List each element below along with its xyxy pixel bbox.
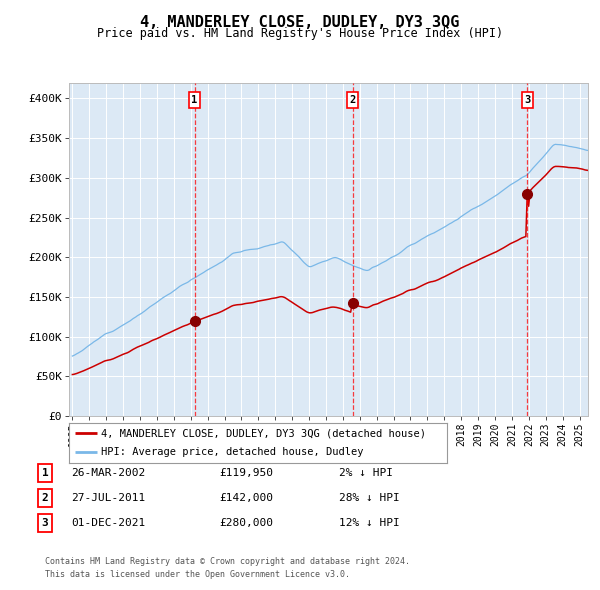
Text: Contains HM Land Registry data © Crown copyright and database right 2024.: Contains HM Land Registry data © Crown c… <box>45 558 410 566</box>
Text: 3: 3 <box>41 518 49 527</box>
Text: 28% ↓ HPI: 28% ↓ HPI <box>339 493 400 503</box>
Text: 3: 3 <box>524 95 530 105</box>
Text: 26-MAR-2002: 26-MAR-2002 <box>71 468 145 478</box>
Text: 2: 2 <box>41 493 49 503</box>
Text: 1: 1 <box>41 468 49 478</box>
Text: 2% ↓ HPI: 2% ↓ HPI <box>339 468 393 478</box>
Text: 1: 1 <box>191 95 198 105</box>
Text: 4, MANDERLEY CLOSE, DUDLEY, DY3 3QG (detached house): 4, MANDERLEY CLOSE, DUDLEY, DY3 3QG (det… <box>101 428 426 438</box>
Text: 27-JUL-2011: 27-JUL-2011 <box>71 493 145 503</box>
Text: £142,000: £142,000 <box>219 493 273 503</box>
Text: 01-DEC-2021: 01-DEC-2021 <box>71 518 145 527</box>
Text: HPI: Average price, detached house, Dudley: HPI: Average price, detached house, Dudl… <box>101 447 364 457</box>
Text: £119,950: £119,950 <box>219 468 273 478</box>
Text: Price paid vs. HM Land Registry's House Price Index (HPI): Price paid vs. HM Land Registry's House … <box>97 27 503 40</box>
Text: 4, MANDERLEY CLOSE, DUDLEY, DY3 3QG: 4, MANDERLEY CLOSE, DUDLEY, DY3 3QG <box>140 15 460 30</box>
Text: 12% ↓ HPI: 12% ↓ HPI <box>339 518 400 527</box>
Text: 2: 2 <box>349 95 356 105</box>
Text: This data is licensed under the Open Government Licence v3.0.: This data is licensed under the Open Gov… <box>45 571 350 579</box>
Text: £280,000: £280,000 <box>219 518 273 527</box>
